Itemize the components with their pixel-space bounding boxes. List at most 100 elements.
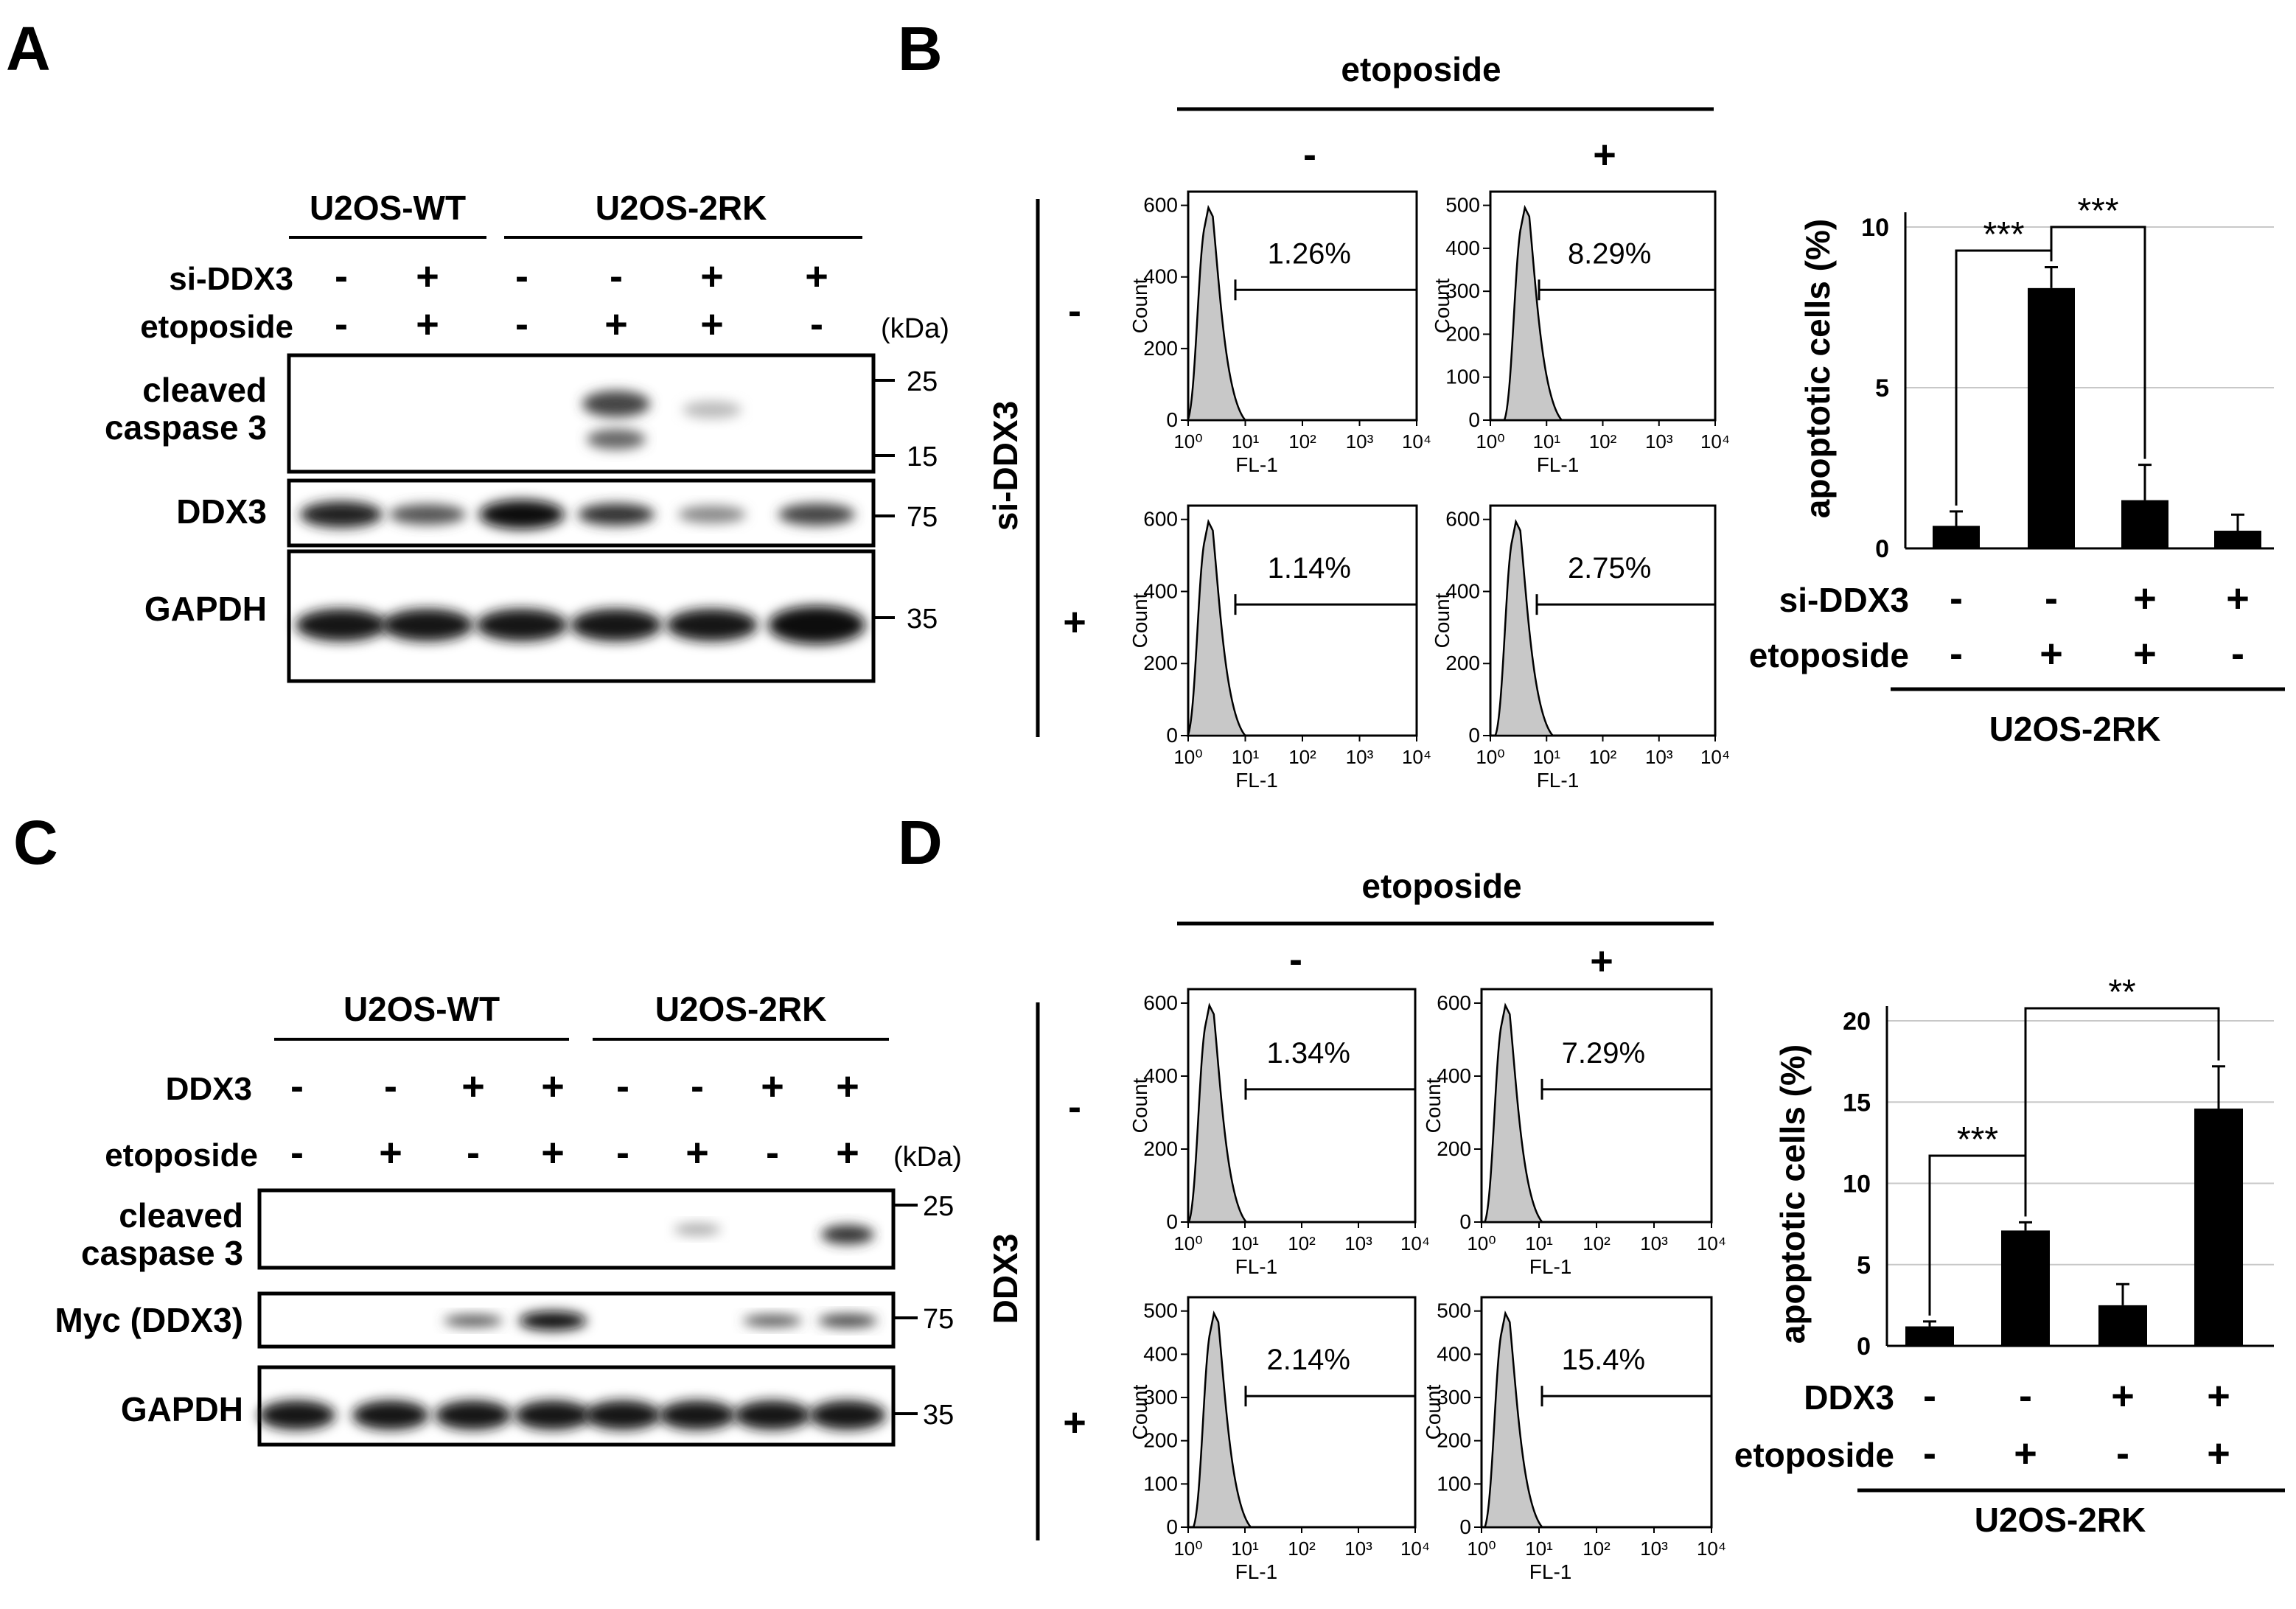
y-tick-label: 300 bbox=[1437, 1386, 1471, 1409]
y-tick-label: 200 bbox=[1143, 1429, 1178, 1452]
histogram-peak bbox=[1502, 204, 1564, 422]
condition-sign: - bbox=[2116, 1431, 2129, 1476]
y-axis-label-count: Count bbox=[1422, 1384, 1445, 1439]
side-label-si-ddx3: si-DDX3 bbox=[986, 401, 1025, 531]
y-axis-label-count: Count bbox=[1128, 1078, 1151, 1133]
panel-a-sign-grid: - + - - + +- + - + + - bbox=[335, 254, 828, 346]
significance-stars: *** bbox=[2077, 192, 2118, 231]
panel-c: U2OS-WT U2OS-2RK DDX3 etoposide - - + + - - + +… bbox=[55, 990, 962, 1447]
group-label-u2os-2rk: U2OS-2RK bbox=[1989, 710, 2161, 748]
x-tick-label: 10⁰ bbox=[1476, 746, 1504, 768]
marker-label-25: 25 bbox=[907, 366, 938, 397]
panel-a-ddx3-bands bbox=[300, 500, 855, 529]
band-caspase-lane4-lower bbox=[587, 429, 646, 450]
condition-sign: - bbox=[2231, 632, 2244, 676]
band-gapdh-lane7 bbox=[734, 1400, 811, 1430]
histogram-1: 0 200 400 600 Count 10⁰ 10¹ 10² 10³ 10⁴ FL-1 1.34% bbox=[1128, 988, 1430, 1278]
side-label-ddx3: DDX3 bbox=[986, 1234, 1025, 1324]
condition-sign: - bbox=[1950, 576, 1963, 621]
x-axis-label-fl1: FL-1 bbox=[1537, 769, 1580, 792]
y-tick-label: 400 bbox=[1445, 237, 1480, 259]
sign-etoposide-lane4: + bbox=[541, 1131, 565, 1175]
y-tick-label: 200 bbox=[1143, 1137, 1178, 1160]
condition-sign: + bbox=[2207, 1431, 2230, 1476]
y-axis-label-count: Count bbox=[1431, 278, 1454, 333]
histogram-peak bbox=[1187, 1002, 1249, 1224]
condition-sign: - bbox=[1923, 1374, 1936, 1418]
panel-b-letter: B bbox=[898, 14, 943, 83]
sign-ddx3-lane2: - bbox=[384, 1064, 397, 1109]
group-label-2rk: U2OS-2RK bbox=[596, 189, 767, 227]
blot-label-gapdh: GAPDH bbox=[144, 590, 267, 628]
bar bbox=[2098, 1305, 2147, 1346]
x-tick-label: 10³ bbox=[1344, 1232, 1372, 1254]
panel-c-gapdh-bands bbox=[259, 1400, 886, 1430]
y-tick-label: 0 bbox=[1468, 724, 1480, 747]
sign-etoposide-lane1: - bbox=[335, 302, 348, 346]
x-tick-label: 10² bbox=[1288, 1538, 1316, 1560]
bar bbox=[2194, 1109, 2243, 1346]
sign-ddx3-lane1: - bbox=[290, 1064, 304, 1109]
x-tick-label: 10³ bbox=[1346, 430, 1374, 453]
y-tick-label: 0 bbox=[1166, 1210, 1178, 1233]
panel-b: etoposide - + si-DDX3 - + 0 200 400 600 Coun… bbox=[986, 50, 1730, 792]
band-gapdh-lane6 bbox=[768, 606, 865, 644]
y-axis-label: apoptotic cells (%) bbox=[1798, 219, 1837, 518]
condition-sign: + bbox=[2133, 576, 2157, 621]
band-caspase-lane5 bbox=[683, 401, 742, 419]
histogram-2: 0 200 400 600 Count 10⁰ 10¹ 10² 10³ 10⁴ FL-1 7.29% bbox=[1422, 988, 1726, 1278]
blot-cleaved-caspase-3 bbox=[287, 353, 876, 474]
blot-label-cleaved: cleaved bbox=[119, 1196, 243, 1235]
gate-percentage: 15.4% bbox=[1562, 1344, 1645, 1376]
significance-stars: *** bbox=[1983, 215, 2024, 254]
gate-percentage: 2.14% bbox=[1267, 1344, 1350, 1376]
condition-label: etoposide bbox=[1734, 1436, 1894, 1474]
band-caspase-lane4 bbox=[582, 391, 650, 417]
x-tick-label: 10¹ bbox=[1231, 1232, 1259, 1254]
bar-chart-b: apoptotic cells (%) U2OS-2RK 0 5 10 *** *** s… bbox=[1749, 192, 2285, 748]
panel-a-gapdh-bands bbox=[296, 606, 865, 644]
sign-etoposide-lane8: + bbox=[836, 1131, 859, 1175]
band-ddx3-lane4 bbox=[578, 503, 655, 526]
y-axis-label-count: Count bbox=[1128, 1384, 1151, 1439]
significance-stars: ** bbox=[2108, 973, 2135, 1012]
y-tick-label: 300 bbox=[1445, 279, 1480, 302]
y-tick-label: 400 bbox=[1143, 1342, 1178, 1365]
y-tick-label: 5 bbox=[1875, 374, 1889, 402]
row-sign-minus: - bbox=[1068, 289, 1081, 333]
y-tick-label: 600 bbox=[1143, 991, 1178, 1014]
panel-a-letter: A bbox=[6, 14, 51, 83]
group-label-2rk: U2OS-2RK bbox=[655, 990, 827, 1028]
band-gapdh-lane4 bbox=[570, 609, 662, 641]
gate-percentage: 7.29% bbox=[1562, 1037, 1645, 1069]
sign-etoposide-lane3: - bbox=[467, 1131, 480, 1175]
x-axis-label-fl1: FL-1 bbox=[1529, 1255, 1572, 1278]
sign-etoposide-lane4: + bbox=[604, 302, 628, 346]
col-sign-plus: + bbox=[1590, 939, 1613, 983]
condition-sign: - bbox=[2045, 576, 2058, 621]
condition-label: DDX3 bbox=[1804, 1378, 1894, 1417]
x-axis-label-fl1: FL-1 bbox=[1235, 453, 1278, 476]
x-axis-label-fl1: FL-1 bbox=[1235, 1255, 1278, 1278]
sign-si-ddx3-lane1: - bbox=[335, 254, 348, 299]
x-tick-label: 10² bbox=[1288, 430, 1316, 453]
group-label-wt: U2OS-WT bbox=[310, 189, 466, 227]
panel-c-letter: C bbox=[13, 808, 58, 877]
band-gapdh-lane8 bbox=[809, 1400, 886, 1430]
histogram-4: 0 200 400 600 Count 10⁰ 10¹ 10² 10³ 10⁴ FL-1 2.75% bbox=[1431, 504, 1730, 792]
y-tick-label: 200 bbox=[1437, 1137, 1471, 1160]
header-etoposide: etoposide bbox=[1341, 50, 1501, 88]
band-gapdh-lane2 bbox=[352, 1400, 429, 1430]
y-axis-label-count: Count bbox=[1128, 278, 1151, 333]
significance-stars: *** bbox=[1957, 1120, 1998, 1159]
x-tick-label: 10⁴ bbox=[1400, 1232, 1430, 1254]
y-axis-label: apoptotic cells (%) bbox=[1773, 1044, 1812, 1344]
x-tick-label: 10² bbox=[1589, 746, 1617, 768]
y-tick-label: 0 bbox=[1166, 408, 1178, 431]
bar bbox=[2001, 1230, 2050, 1346]
marker-label-25: 25 bbox=[923, 1191, 954, 1222]
y-tick-label: 100 bbox=[1445, 366, 1480, 388]
x-tick-label: 10⁰ bbox=[1476, 430, 1504, 453]
histogram-peak bbox=[1191, 1310, 1253, 1529]
